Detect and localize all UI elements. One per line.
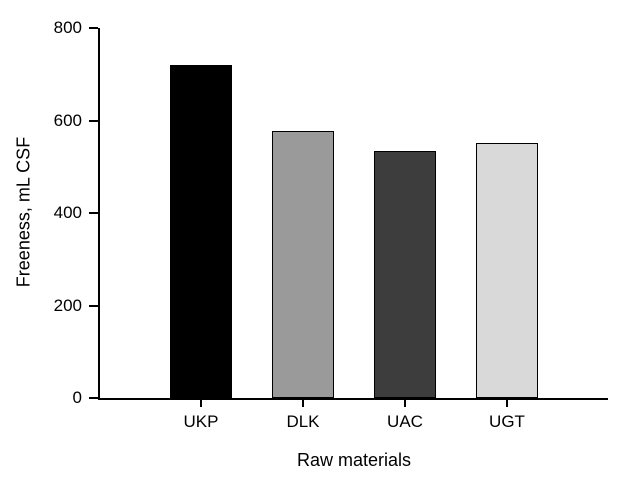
y-tick-400 bbox=[89, 212, 98, 214]
y-tick-800 bbox=[89, 27, 98, 29]
y-tick-label-600: 600 bbox=[53, 110, 82, 130]
x-tick-ugt bbox=[506, 400, 508, 407]
x-axis-line bbox=[98, 398, 608, 400]
y-tick-label-800: 800 bbox=[53, 18, 82, 37]
category-label-ugt: UGT bbox=[489, 412, 525, 431]
x-axis-title: Raw materials bbox=[296, 450, 412, 470]
x-tick-dlk bbox=[302, 400, 304, 407]
category-label-uac: UAC bbox=[387, 412, 423, 431]
y-axis-line bbox=[98, 28, 100, 400]
x-tick-ukp bbox=[200, 400, 202, 407]
y-tick-label-400: 400 bbox=[53, 203, 82, 222]
bar-dlk bbox=[272, 131, 334, 398]
x-tick-uac bbox=[404, 400, 406, 407]
y-tick-0 bbox=[89, 397, 98, 399]
y-tick-label-0: 0 bbox=[72, 388, 82, 407]
y-tick-label-200: 200 bbox=[53, 295, 82, 315]
bar-ugt bbox=[476, 143, 538, 398]
y-tick-200 bbox=[89, 304, 98, 307]
category-label-dlk: DLK bbox=[286, 412, 320, 431]
y-tick-600 bbox=[89, 119, 98, 122]
bar-ukp bbox=[170, 65, 232, 398]
bar-uac bbox=[374, 151, 436, 398]
y-axis-title: Freeness, mL CSF bbox=[13, 136, 34, 288]
category-label-ukp: UKP bbox=[183, 412, 219, 431]
